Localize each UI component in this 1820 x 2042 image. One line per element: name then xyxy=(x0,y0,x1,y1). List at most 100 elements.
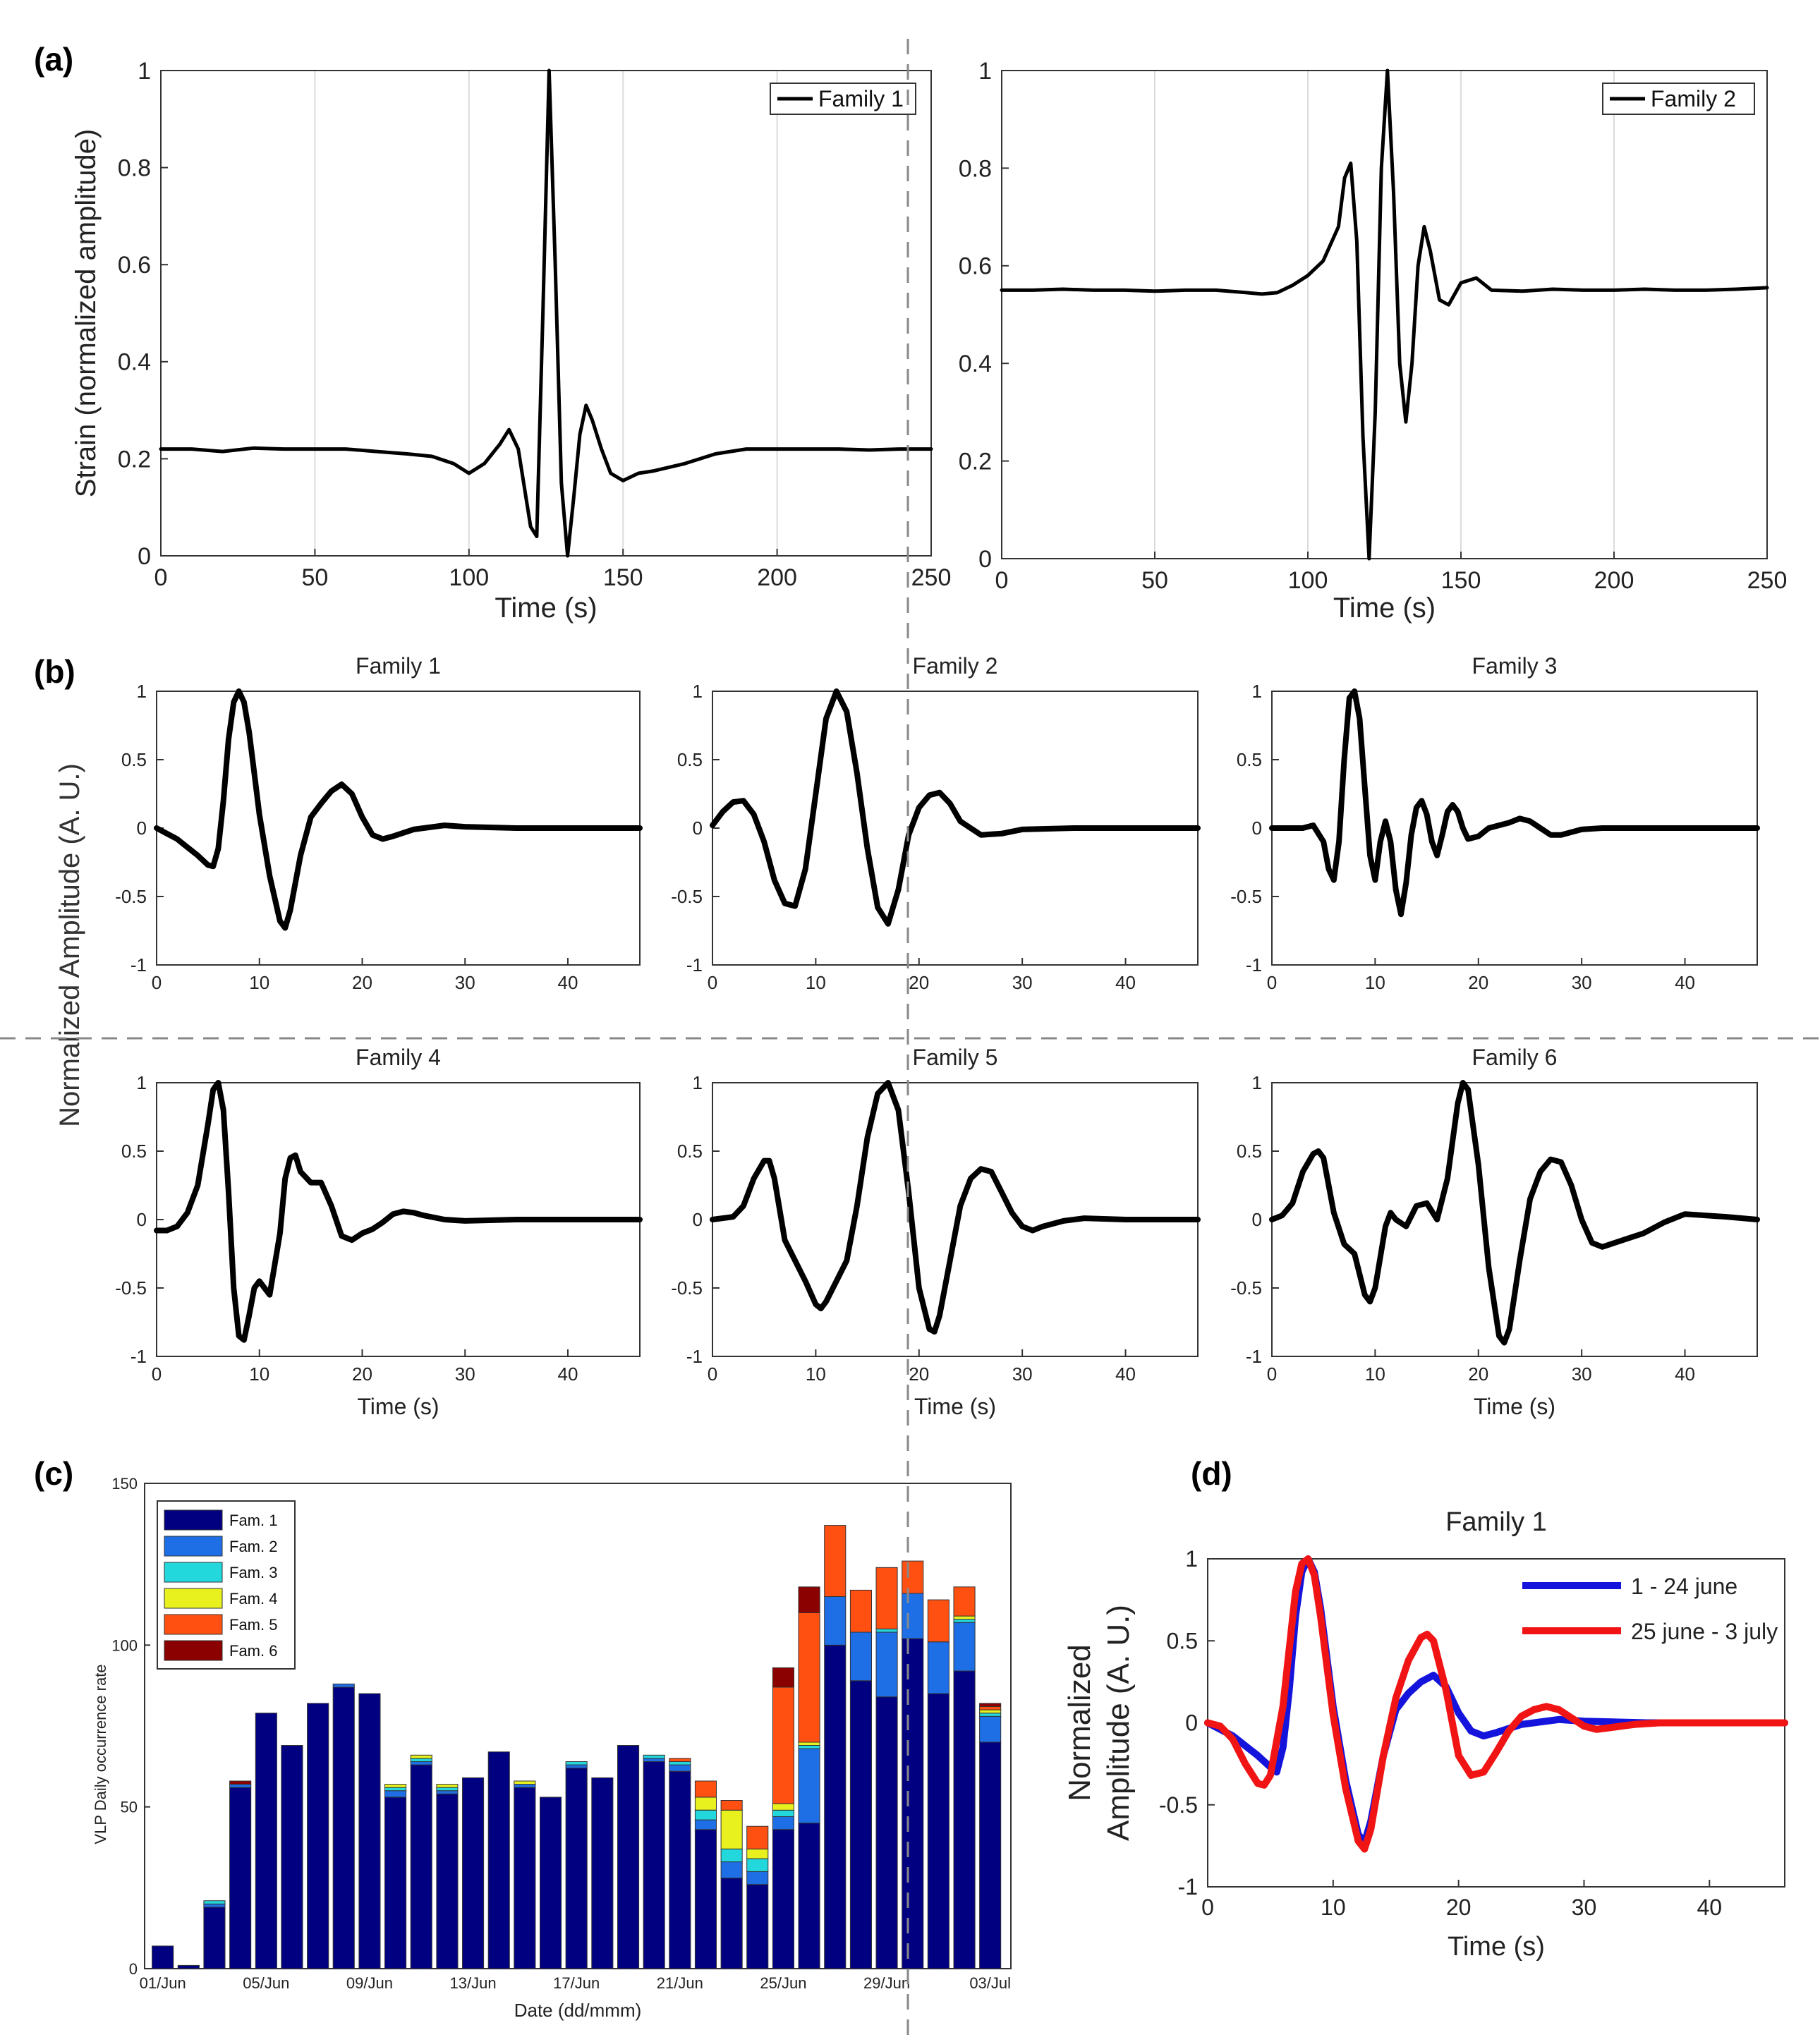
x-axis-label: Time (s) xyxy=(357,1394,439,1419)
x-tick-label: 0 xyxy=(1267,972,1277,993)
y-tick-label: -0.5 xyxy=(1230,886,1262,907)
x-tick-label: 10 xyxy=(806,972,826,993)
y-tick-label: -0.5 xyxy=(1230,1277,1262,1299)
chart-c-occurrence: 0 50 100 150 01/Jun 05/Jun 09/Jun 13/Jun 17/Jun 2… xyxy=(92,1475,1012,2021)
y-tick-label: -0.5 xyxy=(671,886,703,907)
bar-segment-fam1 xyxy=(177,1964,200,1969)
x-tick-label: 29/Jun xyxy=(863,1974,910,1992)
bar-segment-fam6 xyxy=(229,1780,252,1785)
bar-segment-fam2 xyxy=(772,1816,795,1830)
x-tick-label: 40 xyxy=(1115,972,1136,993)
y-tick-label: 1 xyxy=(137,681,147,702)
chart-a-family-2: 0 50 100 150 200 250 0 0.2 0.4 0.6 0.8 1 Time (s) Fam… xyxy=(959,58,1788,624)
bar-segment-fam5 xyxy=(875,1567,898,1629)
bar-segment-fam3 xyxy=(798,1745,820,1749)
y-axis-label-line-2: Amplitude (A. U.) xyxy=(1101,1605,1136,1841)
panel-label-a: (a) xyxy=(34,41,73,78)
bar-segment-fam3 xyxy=(669,1761,691,1766)
x-tick-label: 100 xyxy=(449,564,489,591)
y-tick-label: 150 xyxy=(111,1475,138,1493)
series-line-1 xyxy=(154,1080,643,1343)
bar-segment-fam2 xyxy=(384,1790,407,1798)
legend-swatch-fam3 xyxy=(164,1562,223,1583)
y-tick-label: 1 xyxy=(693,1072,703,1093)
bar-segment-fam1 xyxy=(540,1797,562,1969)
legend-label: Family 1 xyxy=(818,86,904,111)
x-tick-label: 40 xyxy=(1675,1363,1695,1385)
x-tick-label: 0 xyxy=(995,567,1009,594)
y-tick-label: -1 xyxy=(686,1346,703,1367)
bar-segment-fam2 xyxy=(203,1903,226,1908)
y-tick-label: 0 xyxy=(1252,818,1262,839)
panel-label-d: (d) xyxy=(1191,1455,1232,1492)
y-tick-label: 0 xyxy=(978,546,992,573)
y-tick-label: 0.8 xyxy=(118,155,151,182)
bar-segment-fam1 xyxy=(487,1751,510,1969)
chart-a-family-1: 0 50 100 150 200 250 0 0.2 0.4 0.6 0.8 1 Time (s) Fam… xyxy=(71,58,951,624)
x-tick-label: 20 xyxy=(909,1363,929,1385)
y-tick-label: 0 xyxy=(693,818,703,839)
x-tick-label: 150 xyxy=(1441,567,1481,594)
x-tick-label: 0 xyxy=(152,1363,162,1385)
legend-swatch-fam6 xyxy=(164,1640,223,1661)
bar-segment-fam4 xyxy=(514,1780,536,1785)
y-tick-label: -1 xyxy=(131,1346,147,1367)
y-tick-label: 0.5 xyxy=(1167,1628,1198,1653)
chart-b-family-3: 0 10 20 30 40 -1 -0.5 0 0.5 1 Family 3 xyxy=(1230,653,1760,993)
x-tick-label: 20 xyxy=(1446,1895,1472,1920)
x-tick-label: 0 xyxy=(154,564,168,591)
y-tick-label: 0 xyxy=(1185,1710,1198,1736)
y-tick-label: 0 xyxy=(693,1209,703,1230)
legend-label: Fam. 5 xyxy=(229,1616,277,1634)
y-tick-label: 0 xyxy=(137,1209,147,1230)
bar-segment-fam1 xyxy=(746,1884,769,1969)
series-line-1 xyxy=(710,1080,1201,1335)
y-tick-label: 0.8 xyxy=(959,155,992,182)
bar-segment-fam4 xyxy=(953,1615,976,1620)
bar-segment-fam5 xyxy=(772,1687,795,1804)
bar-segment-fam4 xyxy=(436,1784,459,1788)
x-tick-label: 25/Jun xyxy=(760,1974,806,1992)
bar-segment-fam3 xyxy=(410,1758,432,1762)
x-tick-label: 40 xyxy=(1697,1895,1723,1920)
bar-segment-fam2 xyxy=(953,1622,976,1672)
bar-segment-fam5 xyxy=(849,1589,873,1633)
x-tick-label: 10 xyxy=(249,1363,269,1385)
legend-swatch-fam2 xyxy=(164,1536,223,1557)
y-tick-label: 0.6 xyxy=(959,253,992,280)
bar-segment-fam3 xyxy=(203,1900,226,1904)
x-tick-label: 17/Jun xyxy=(553,1974,600,1992)
bar-segment-fam5 xyxy=(746,1825,769,1849)
series-line-1 xyxy=(1000,68,1769,561)
chart-title: Family 4 xyxy=(356,1045,441,1070)
chart-title: Family 5 xyxy=(913,1045,998,1070)
bar-segment-fam1 xyxy=(281,1745,303,1969)
bar-segment-fam6 xyxy=(772,1667,795,1688)
x-tick-label: 30 xyxy=(1012,972,1033,993)
bar-segment-fam1 xyxy=(384,1797,407,1969)
y-tick-label: 0.4 xyxy=(118,349,151,376)
bar-segment-fam3 xyxy=(694,1809,717,1821)
y-tick-label: 0.2 xyxy=(959,449,992,475)
x-tick-label: 30 xyxy=(1572,1895,1597,1920)
x-tick-label: 20 xyxy=(909,972,929,993)
bar-segment-fam2 xyxy=(746,1871,769,1885)
x-tick-label: 10 xyxy=(1365,972,1385,993)
x-tick-label: 09/Jun xyxy=(346,1974,393,1992)
bar-segment-fam2 xyxy=(979,1715,1002,1743)
bar-segment-fam4 xyxy=(694,1797,717,1811)
x-tick-label: 10 xyxy=(806,1363,826,1385)
bar-segment-fam1 xyxy=(979,1742,1002,1969)
y-tick-label: 0.5 xyxy=(1237,1141,1262,1162)
x-tick-label: 40 xyxy=(558,972,578,993)
x-tick-label: 01/Jun xyxy=(140,1974,186,1992)
bar-segment-fam1 xyxy=(307,1703,329,1969)
series-line-2 xyxy=(1204,1555,1788,1853)
x-axis-label: Date (dd/mmm) xyxy=(514,2000,642,2021)
x-tick-label: 250 xyxy=(911,564,952,591)
x-tick-label: 20 xyxy=(352,1363,372,1385)
y-tick-label: 1 xyxy=(137,1072,147,1093)
y-tick-label: -0.5 xyxy=(671,1277,703,1299)
x-tick-label: 40 xyxy=(1675,972,1695,993)
